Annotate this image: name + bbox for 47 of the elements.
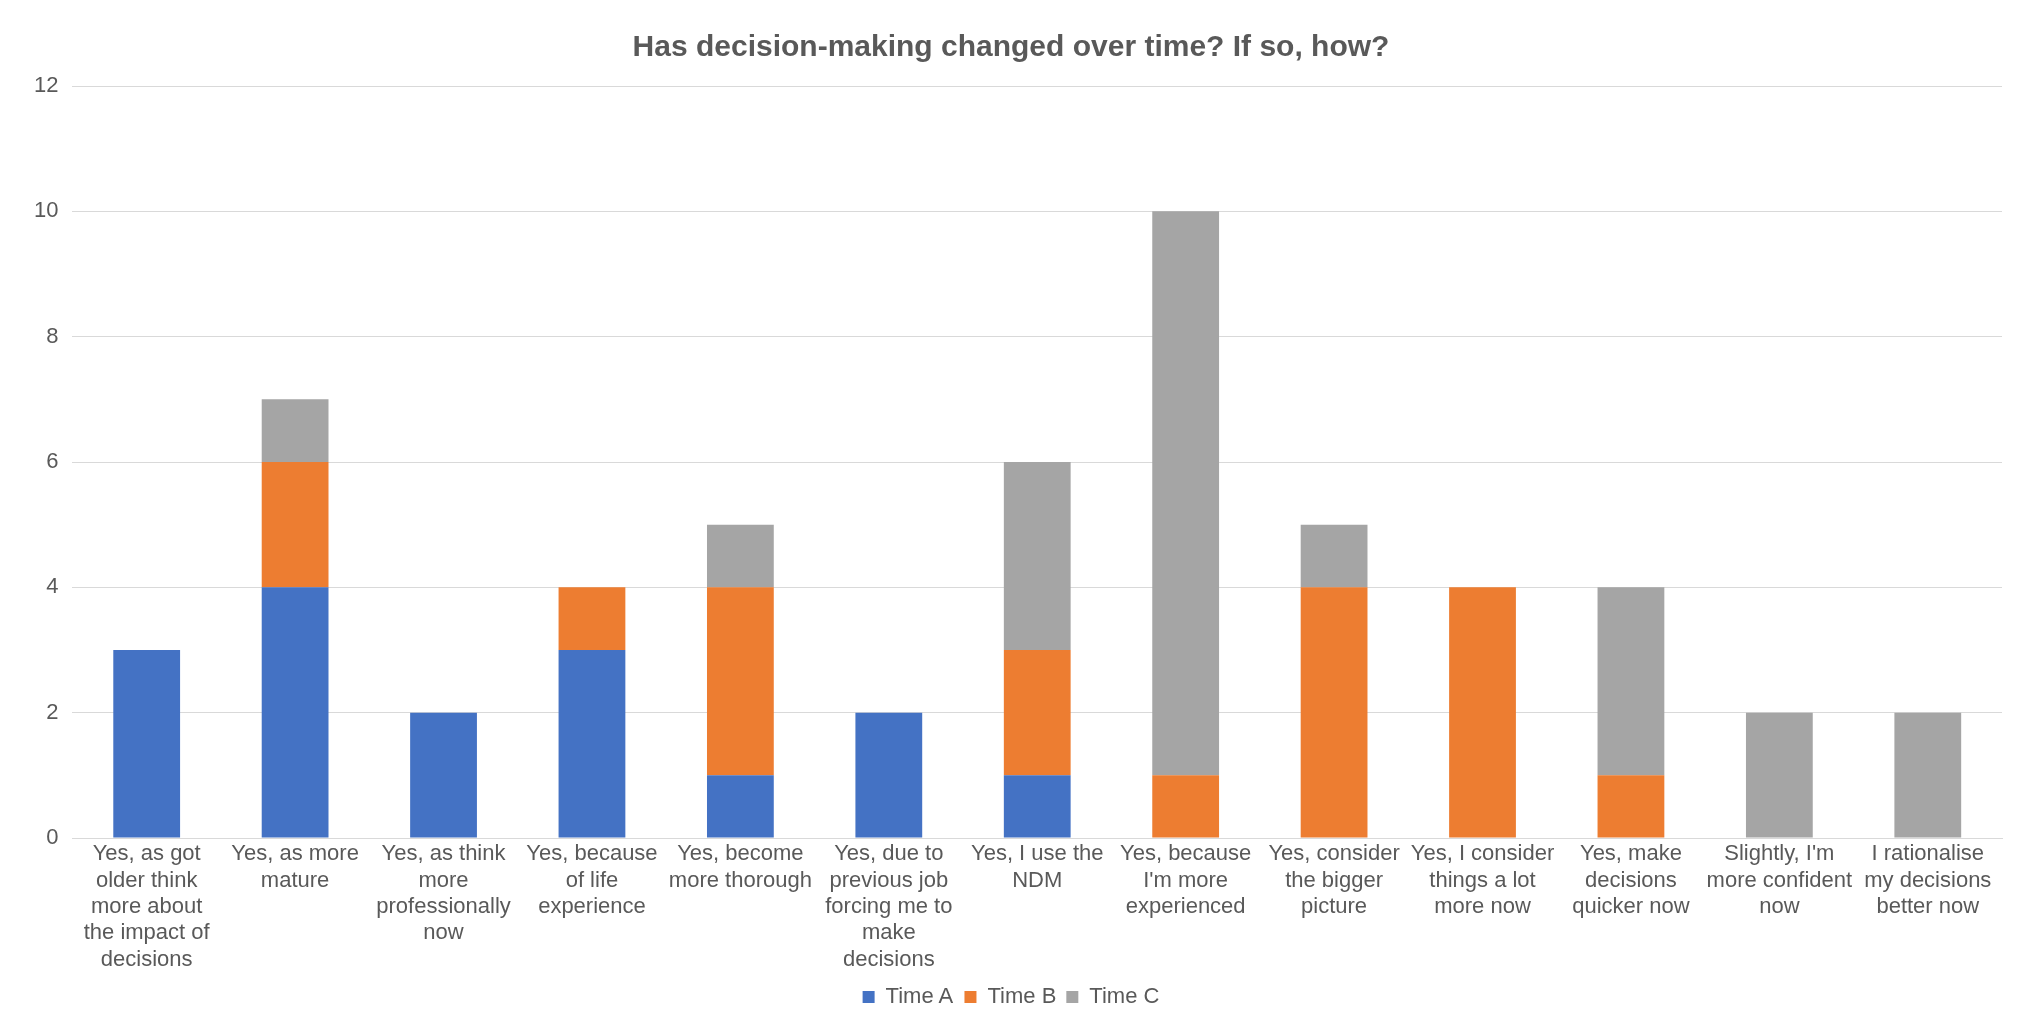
x-tick-label: Yes, I consider things a lot more now [1410,840,1555,919]
bar [855,712,923,838]
bar [558,650,626,838]
y-tick-label: 4 [46,573,59,599]
y-tick-label: 8 [46,322,59,348]
x-tick-label: Yes, due to previous job forcing me to make decisions [825,840,953,971]
bar [706,587,774,776]
x-tick-label: Yes, become more thorough [668,840,812,892]
legend-label: Time A [885,983,954,1009]
bar [1597,775,1665,838]
chart-title: Has decision-making changed over time? If so, how? [632,29,1390,63]
bar [1449,587,1516,838]
x-tick-label: Yes, because I'm more experienced [1120,840,1252,919]
x-tick-label: Yes, I use the NDM [970,840,1104,892]
x-tick-label: Slightly, I'm more confident now [1706,840,1853,919]
bar [1300,587,1368,838]
bar [1300,524,1368,588]
x-tick-label: Yes, make decisions quicker now [1572,840,1690,919]
y-tick-label: 2 [46,698,59,724]
bar [410,712,477,838]
y-tick-label: 12 [33,72,59,98]
bar [113,650,181,838]
bar [1003,775,1071,838]
bar [261,462,329,588]
bar [1003,650,1071,776]
x-tick-label: Yes, consider the bigger picture [1268,840,1400,919]
bar [1745,712,1813,838]
bar [1597,587,1665,776]
x-tick-label: Yes, because of life experience [526,840,658,919]
x-tick-label: I rationalise my decisions better now [1864,840,1992,919]
bar [261,587,329,838]
bar [558,587,626,650]
bar [1152,775,1220,838]
bar [706,775,774,838]
bar [1152,211,1220,776]
x-tick-label: Yes, as more mature [231,840,359,892]
legend-label: Time B [987,983,1057,1009]
x-tick-label: Yes, as think more professionally now [376,840,511,945]
y-tick-label: 0 [46,824,59,850]
y-tick-label: 6 [46,448,59,474]
x-tick-label: Yes, as got older think more about the impact of decisions [83,840,211,971]
bar [706,524,774,588]
bar [1894,712,1962,838]
bar [1003,462,1071,650]
y-tick-label: 10 [33,197,59,223]
bar [261,399,329,462]
legend-label: Time C [1089,983,1160,1009]
